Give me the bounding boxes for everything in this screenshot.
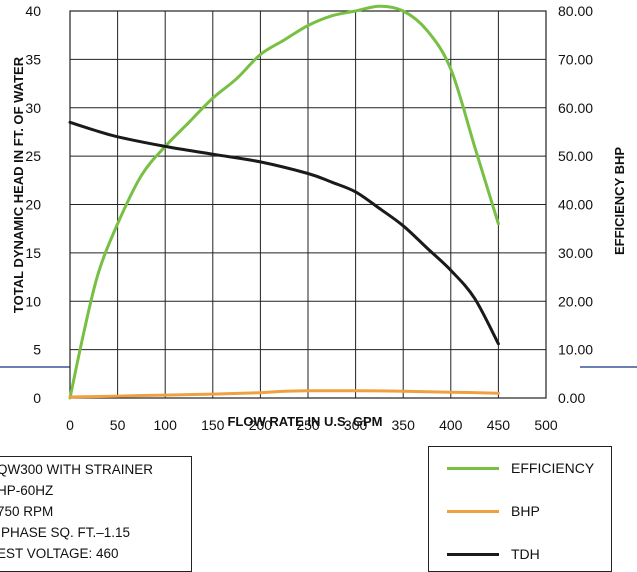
x-tick-label: 400 bbox=[439, 417, 463, 433]
legend-label-efficiency: EFFICIENCY bbox=[511, 460, 595, 476]
series-layer bbox=[68, 4, 500, 400]
right-y-tick-label: 80.00 bbox=[558, 3, 593, 19]
right-y-tick-label: 20.00 bbox=[558, 293, 593, 309]
chart-grid bbox=[69, 10, 547, 399]
x-tick-label: 0 bbox=[66, 417, 74, 433]
right-y-tick-label: 60.00 bbox=[558, 100, 593, 116]
legend-swatch-efficiency bbox=[447, 466, 499, 470]
x-tick-label: 500 bbox=[534, 417, 558, 433]
legend-swatch-tdh bbox=[447, 552, 499, 556]
left-axis-title: TOTAL DYNAMIC HEAD IN FT. OF WATER bbox=[11, 56, 26, 313]
right-y-tick-label: 10.00 bbox=[558, 342, 593, 358]
legend-label-tdh: TDH bbox=[511, 546, 540, 562]
legend-item-tdh: TDH bbox=[447, 544, 540, 564]
x-tick-label: 300 bbox=[344, 417, 368, 433]
left-y-tick-label: 5 bbox=[33, 342, 41, 358]
left-y-tick-label: 20 bbox=[25, 197, 41, 213]
legend-item-efficiency: EFFICIENCY bbox=[447, 458, 594, 478]
legend-swatch-bhp bbox=[447, 509, 499, 513]
legend-item-bhp: BHP bbox=[447, 501, 540, 521]
x-axis-title: FLOW RATE IN U.S. GPM bbox=[227, 414, 382, 429]
right-y-tick-label: 30.00 bbox=[558, 245, 593, 261]
x-tick-label: 50 bbox=[110, 417, 126, 433]
series-line-bhp bbox=[68, 389, 500, 399]
x-tick-label: 250 bbox=[296, 417, 320, 433]
left-y-tick-label: 35 bbox=[25, 51, 41, 67]
left-y-tick-label: 40 bbox=[25, 3, 41, 19]
left-y-tick-label: 30 bbox=[25, 100, 41, 116]
x-tick-label: 150 bbox=[201, 417, 225, 433]
plot-frame bbox=[69, 10, 547, 399]
x-tick-label: 100 bbox=[154, 417, 178, 433]
info-line-phase: PHASE SQ. FT.–1.15 bbox=[1, 525, 131, 540]
right-y-tick-label: 0.00 bbox=[558, 390, 585, 406]
info-line-voltage: EST VOLTAGE: 460 bbox=[0, 546, 119, 561]
x-tick-label: 450 bbox=[487, 417, 511, 433]
right-axis-ticks: 0.00 10.00 20.00 30.00 40.00 50.00 60.00 70.00 8… bbox=[558, 3, 593, 406]
info-line-hp: HP-60HZ bbox=[0, 483, 54, 498]
left-axis-ticks: 0 5 10 15 20 25 30 35 40 bbox=[25, 3, 41, 406]
pump-info-box: QW300 WITH STRAINER HP-60HZ 750 RPM PHAS… bbox=[0, 456, 192, 572]
left-y-tick-label: 25 bbox=[25, 148, 41, 164]
x-axis-ticks: 0 50 100 150 200 250 300 350 400 450 500 bbox=[66, 417, 558, 433]
right-axis-title: EFFICIENCY BHP bbox=[612, 147, 627, 255]
legend-label-bhp: BHP bbox=[511, 503, 540, 519]
left-y-tick-label: 15 bbox=[25, 245, 41, 261]
info-line-model: QW300 WITH STRAINER bbox=[0, 462, 154, 477]
series-line-efficiency bbox=[68, 4, 500, 400]
info-line-rpm: 750 RPM bbox=[0, 504, 54, 519]
series-line-tdh bbox=[68, 120, 500, 346]
right-y-tick-label: 40.00 bbox=[558, 197, 593, 213]
right-y-tick-label: 50.00 bbox=[558, 148, 593, 164]
chart-legend: EFFICIENCY BHP TDH bbox=[428, 446, 612, 572]
left-y-tick-label: 0 bbox=[33, 390, 41, 406]
right-y-tick-label: 70.00 bbox=[558, 51, 593, 67]
x-tick-label: 350 bbox=[392, 417, 416, 433]
x-tick-label: 200 bbox=[249, 417, 273, 433]
left-y-tick-label: 10 bbox=[25, 293, 41, 309]
